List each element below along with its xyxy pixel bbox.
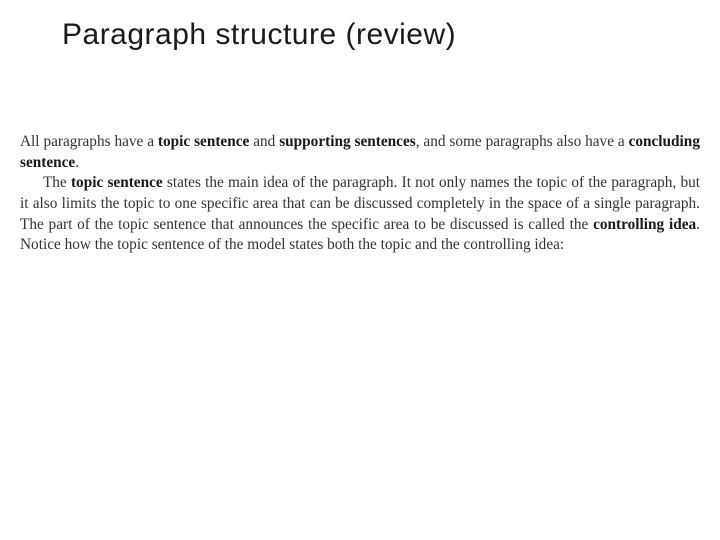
bold-term-supporting-sentences: supporting sentences bbox=[279, 133, 415, 150]
bold-term-controlling-idea: controlling idea bbox=[593, 216, 696, 233]
text-run: All paragraphs have a bbox=[20, 133, 158, 150]
slide-container: Paragraph structure (review) All paragra… bbox=[0, 0, 720, 540]
paragraph-1: All paragraphs have a topic sentence and… bbox=[20, 132, 700, 173]
paragraph-2: The topic sentence states the main idea … bbox=[20, 173, 700, 256]
slide-title: Paragraph structure (review) bbox=[0, 0, 720, 52]
text-run: . bbox=[75, 154, 79, 171]
text-run: , and some paragraphs also have a bbox=[416, 133, 629, 150]
text-run: The bbox=[43, 174, 71, 191]
body-text: All paragraphs have a topic sentence and… bbox=[0, 52, 720, 256]
bold-term-topic-sentence: topic sentence bbox=[158, 133, 249, 150]
text-run: and bbox=[249, 133, 279, 150]
bold-term-topic-sentence-2: topic sentence bbox=[71, 174, 163, 191]
